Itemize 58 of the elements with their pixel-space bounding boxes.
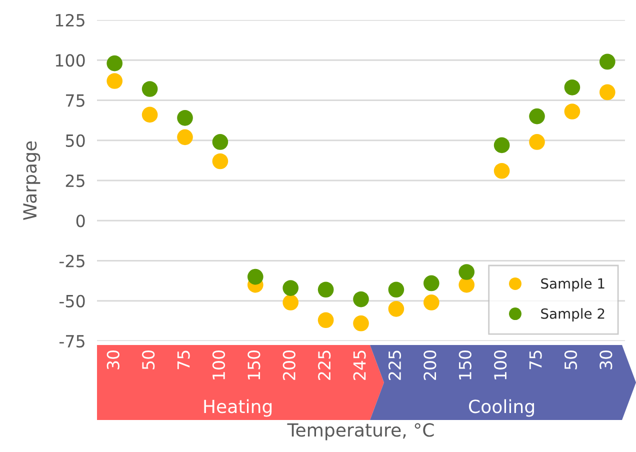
- y-tick-label: 100: [56, 54, 85, 67]
- point: [599, 84, 616, 100]
- legend-label: Sample 1: [541, 278, 604, 292]
- point: [388, 282, 404, 298]
- point: [212, 153, 228, 170]
- x-tick-label: 245: [353, 350, 366, 380]
- point: [494, 137, 510, 154]
- y-tick-label: 50: [66, 134, 85, 147]
- x-tick-label: 200: [282, 350, 296, 380]
- x-axis-title: Temperature, °C: [287, 423, 434, 440]
- x-tick-label: 225: [388, 350, 402, 380]
- y-tick-label: 25: [66, 174, 84, 188]
- point: [106, 73, 123, 89]
- x-tick-label: 50: [564, 350, 578, 370]
- point: [529, 108, 545, 124]
- y-tick-label: 125: [56, 14, 84, 27]
- x-tick-label: 75: [177, 350, 190, 370]
- point: [353, 315, 369, 332]
- point: [282, 294, 299, 310]
- x-tick-label: 30: [600, 350, 612, 370]
- point: [318, 282, 334, 298]
- x-tick-label: 100: [494, 350, 507, 380]
- point: [177, 129, 193, 146]
- x-tick-label: 225: [318, 350, 331, 380]
- point: [564, 79, 580, 96]
- text: Cooling: [468, 399, 534, 417]
- x-tick-label: 150: [248, 350, 260, 380]
- y-axis-title: Warpage: [23, 141, 40, 220]
- point: [282, 280, 299, 296]
- x-tick-label: 100: [212, 350, 226, 380]
- x-tick-label: 75: [529, 350, 542, 370]
- y-tick-label: -50: [59, 294, 85, 308]
- y-tick-label: 75: [66, 94, 84, 107]
- point: [423, 294, 440, 310]
- point: [564, 104, 580, 120]
- point: [212, 134, 228, 150]
- x-tick-label: 30: [106, 350, 120, 370]
- point: [318, 312, 334, 328]
- text: Heating: [204, 399, 272, 417]
- point: [353, 291, 369, 308]
- point: [142, 81, 158, 97]
- point: [142, 106, 158, 123]
- x-tick-label: 150: [458, 350, 472, 380]
- legend-label: Sample 2: [541, 308, 604, 322]
- y-tick-label: 0: [76, 214, 85, 228]
- x-tick-label: 50: [142, 350, 155, 370]
- point: [388, 300, 404, 317]
- point: [599, 54, 616, 70]
- point: [177, 110, 193, 126]
- point: [106, 55, 123, 72]
- point: [494, 162, 510, 179]
- point: [458, 264, 475, 280]
- y-tick-label: -25: [59, 254, 84, 268]
- x-tick-label: 200: [424, 350, 436, 380]
- point: [247, 268, 264, 285]
- y-tick-label: -75: [59, 335, 84, 348]
- point: [529, 134, 545, 150]
- point: [423, 275, 440, 292]
